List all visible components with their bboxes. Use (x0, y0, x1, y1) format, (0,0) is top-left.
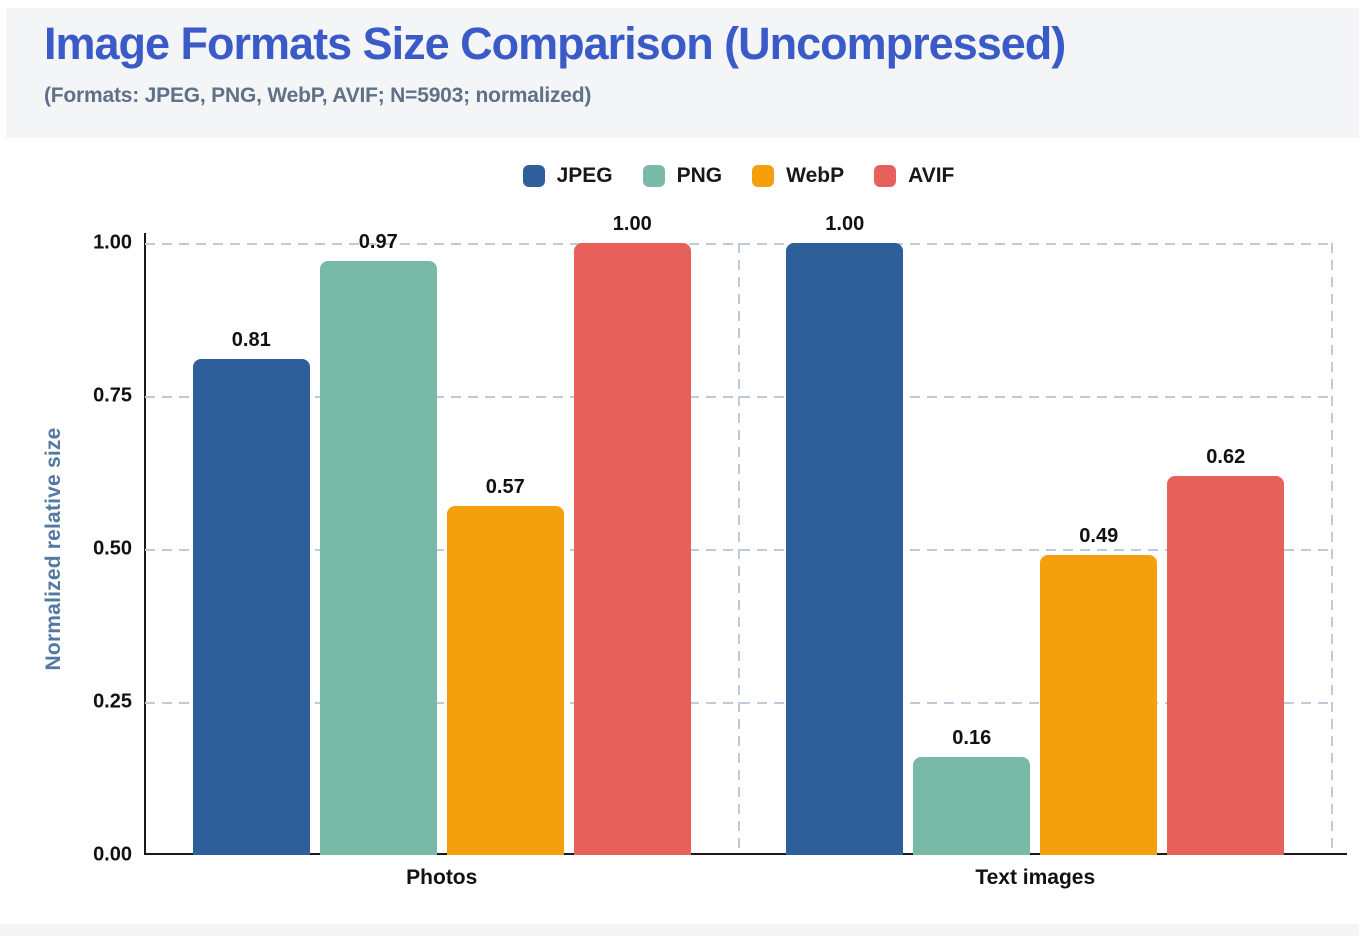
legend-item-avif[interactable]: AVIF (874, 164, 954, 188)
y-tick-label-1.00: 1.00 (93, 231, 132, 254)
bar-slot-png: 0.97 (319, 231, 437, 855)
plot-area: 0.81 0.97 0.57 1.00 1.00 0.16 0.49 0.62 (145, 213, 1333, 855)
bar-value-label-jpeg-photos: 0.81 (231, 329, 271, 351)
bar-value-label-webp-photos: 0.57 (485, 476, 525, 498)
x-category-label-photos: Photos (406, 866, 478, 889)
bar-value-label-png-text-images: 0.16 (952, 727, 992, 749)
legend-swatch-jpeg-icon (522, 165, 545, 187)
legend-label-avif: AVIF (908, 164, 955, 187)
gridline-right-edge (1331, 243, 1333, 855)
legend-swatch-avif-icon (874, 165, 897, 187)
bar-avif-photos[interactable] (573, 243, 691, 855)
bar-value-label-avif-text-images: 0.62 (1206, 446, 1246, 468)
legend-item-jpeg[interactable]: JPEG (522, 164, 613, 188)
legend-swatch-png-icon (642, 165, 665, 187)
bar-value-label-jpeg-text-images: 1.00 (825, 213, 865, 235)
bar-jpeg-photos[interactable] (192, 359, 310, 855)
y-axis-tick-labels: 1.00 0.75 0.50 0.25 0.00 (50, 232, 132, 866)
bar-slot-jpeg: 0.81 (192, 329, 310, 855)
bar-png-text-images[interactable] (913, 757, 1031, 855)
legend-item-png[interactable]: PNG (642, 164, 723, 188)
legend-swatch-webp-icon (752, 165, 775, 187)
bar-avif-text-images[interactable] (1167, 476, 1285, 855)
bar-group-text-images: 1.00 0.16 0.49 0.62 (739, 213, 1333, 855)
x-axis-category-labels: Photos Text images (145, 866, 1332, 890)
bar-group-photos: 0.81 0.97 0.57 1.00 (145, 213, 739, 855)
bar-slot-avif: 0.62 (1167, 446, 1285, 855)
legend-label-png: PNG (676, 164, 723, 187)
y-tick-label-0.75: 0.75 (93, 384, 132, 407)
bar-slot-jpeg: 1.00 (786, 213, 904, 855)
y-tick-label-0.25: 0.25 (93, 690, 132, 713)
y-tick-label-0.00: 0.00 (93, 843, 132, 866)
legend-label-webp: WebP (786, 164, 845, 187)
bar-webp-photos[interactable] (446, 506, 564, 855)
bar-slot-webp: 0.49 (1040, 525, 1158, 855)
bar-slot-png: 0.16 (913, 727, 1031, 855)
page-title: Image Formats Size Comparison (Uncompres… (44, 18, 1066, 69)
gridline-group-divider (737, 243, 740, 855)
x-category-label-text-images: Text images (975, 866, 1096, 889)
bottom-strip (0, 924, 1359, 936)
bar-value-label-png-photos: 0.97 (358, 231, 398, 253)
bar-jpeg-text-images[interactable] (786, 243, 904, 855)
chart-legend: JPEG PNG WebP AVIF (145, 164, 1332, 188)
bar-slot-avif: 1.00 (573, 213, 691, 855)
x-axis-line (144, 853, 1347, 855)
page-subtitle: (Formats: JPEG, PNG, WebP, AVIF; N=5903;… (44, 84, 592, 107)
legend-label-jpeg: JPEG (556, 164, 613, 187)
bar-slot-webp: 0.57 (446, 476, 564, 855)
bar-value-label-webp-text-images: 0.49 (1079, 525, 1119, 547)
legend-item-webp[interactable]: WebP (752, 164, 844, 188)
chart-header: Image Formats Size Comparison (Uncompres… (6, 8, 1359, 138)
y-tick-label-0.50: 0.50 (93, 537, 132, 560)
bar-png-photos[interactable] (319, 261, 437, 855)
y-axis-line (144, 233, 146, 855)
bar-value-label-avif-photos: 1.00 (612, 213, 652, 235)
bar-webp-text-images[interactable] (1040, 555, 1158, 855)
